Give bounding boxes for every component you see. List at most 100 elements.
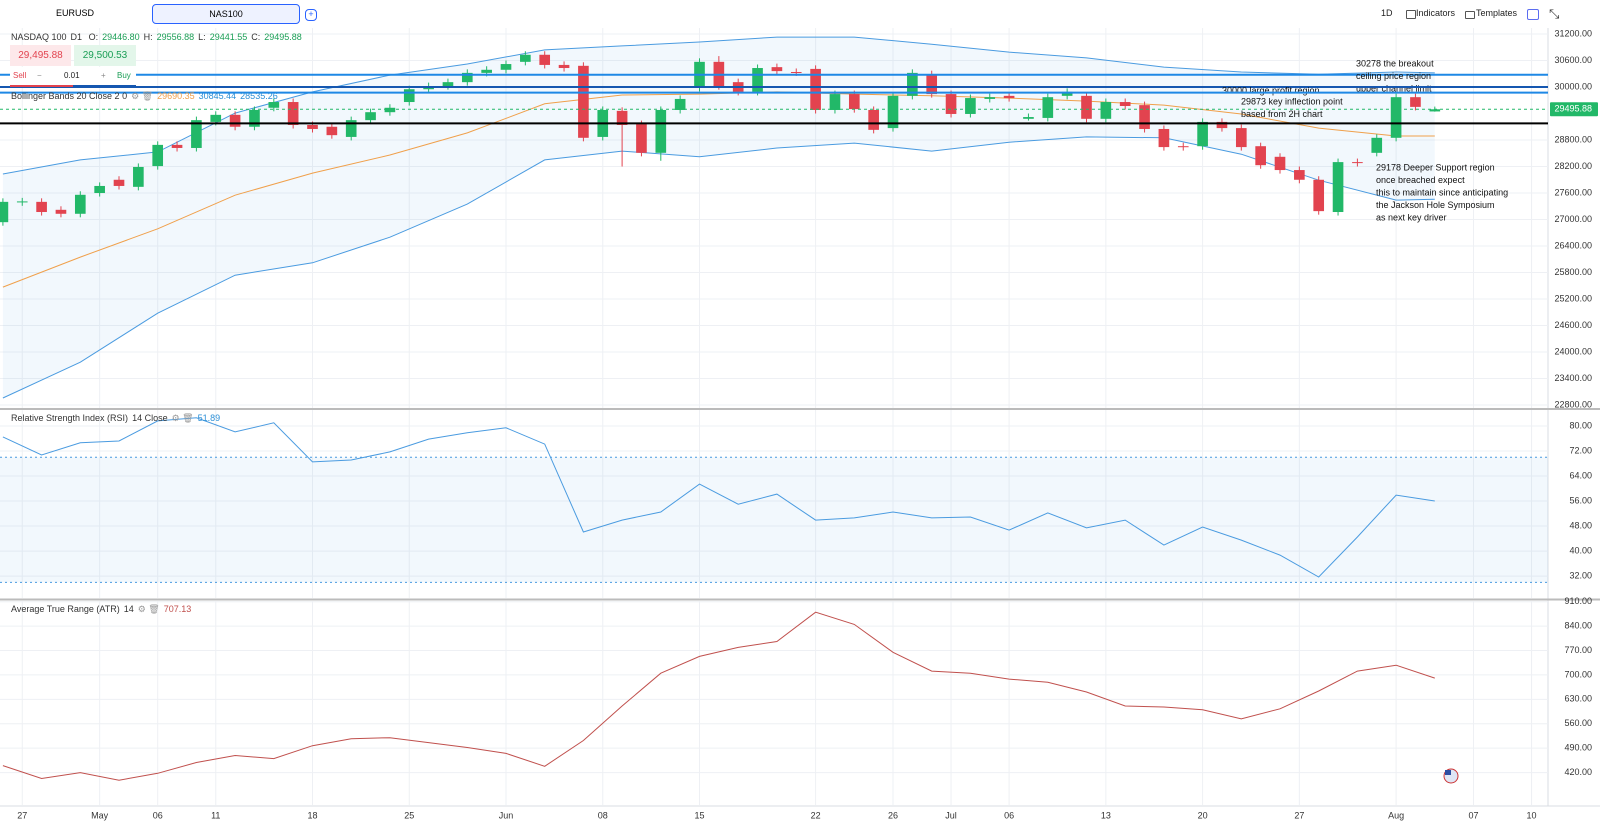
y-tick-label: 560.00 xyxy=(1564,718,1592,728)
candle-body xyxy=(965,98,976,114)
candle-body xyxy=(171,144,183,148)
candle-body xyxy=(152,144,164,167)
candle-body xyxy=(1390,97,1402,138)
quantity[interactable]: 0.01 xyxy=(64,71,80,80)
candle-body xyxy=(1371,137,1383,153)
indicator-line xyxy=(2,611,1435,781)
fullscreen-icon[interactable]: ⤡ xyxy=(1549,6,1560,21)
y-tick-label: 420.00 xyxy=(1564,767,1592,777)
y-tick-label: 48.00 xyxy=(1569,520,1592,530)
candle-body xyxy=(36,201,47,213)
bollinger-value: 28535.26 xyxy=(240,91,278,101)
y-tick-label: 30600.00 xyxy=(1554,55,1592,65)
candle-body xyxy=(326,126,338,136)
ohlc-legend: 29446.80 xyxy=(102,32,140,42)
y-tick-label: 80.00 xyxy=(1569,420,1592,430)
timeframe[interactable]: 1D xyxy=(1381,8,1393,18)
tab-nas100[interactable]: NAS100 xyxy=(152,4,300,24)
x-tick-label: 08 xyxy=(598,810,608,820)
candle-body xyxy=(345,120,357,137)
candle-body xyxy=(210,114,222,122)
sell-price[interactable]: 29,495.88 xyxy=(10,45,71,66)
indicator-line xyxy=(2,417,1435,578)
ohlc-legend: 29441.55 xyxy=(209,32,248,42)
indicators-button[interactable]: Indicators xyxy=(1416,8,1456,18)
candle-body xyxy=(384,107,396,113)
templates-icon xyxy=(1465,11,1475,19)
candle-body xyxy=(752,68,763,92)
symbol: NASDAQ 100 xyxy=(11,32,67,42)
y-tick-label: 25200.00 xyxy=(1554,293,1592,303)
x-tick-label: 18 xyxy=(307,810,317,820)
templates-button[interactable]: Templates xyxy=(1476,8,1518,18)
y-tick-label: 31200.00 xyxy=(1554,28,1592,38)
candle-body xyxy=(307,124,318,129)
x-tick-label: 27 xyxy=(1294,810,1304,820)
bollinger-fill xyxy=(2,37,1435,398)
candle-body xyxy=(1139,105,1150,129)
x-tick-label: 25 xyxy=(404,810,414,820)
candle-body xyxy=(1216,121,1228,129)
last-price-label: 29495.88 xyxy=(1554,104,1592,114)
x-tick-label: May xyxy=(91,810,109,820)
y-tick-label: 700.00 xyxy=(1564,669,1592,679)
x-tick-label: 06 xyxy=(153,810,163,820)
candle-body xyxy=(133,166,144,187)
candle-body xyxy=(1042,97,1054,118)
x-tick-label: 06 xyxy=(1004,810,1014,820)
x-tick-label: 15 xyxy=(694,810,704,820)
trade-widget: 29,495.88 29,500.53 Sell − 0.01 + Buy xyxy=(10,45,136,89)
bollinger-value: 29690.35 xyxy=(157,91,195,101)
indicator-params: 14 Close xyxy=(132,413,168,423)
sell-button[interactable]: Sell xyxy=(13,71,27,80)
y-tick-label: 27600.00 xyxy=(1554,187,1592,197)
x-tick-label: 27 xyxy=(17,810,27,820)
settings-icons[interactable]: ⚙ 🗑 xyxy=(137,604,160,614)
bollinger-value: 30845.44 xyxy=(198,91,237,101)
candle-body xyxy=(55,209,67,214)
settings-icons[interactable]: ⚙ 🗑 xyxy=(131,91,154,101)
x-tick-label: Aug xyxy=(1388,810,1404,820)
candle-body xyxy=(268,102,280,108)
indicator-name: Average True Range (ATR) xyxy=(11,604,120,614)
level-annotation: 30000 large profit region xyxy=(1222,85,1320,95)
candle-body xyxy=(829,94,841,110)
candle-body xyxy=(616,110,628,125)
bollinger-legend: Bollinger Bands 20 Close 2 0 ⚙ 🗑 29690.35 3… xyxy=(11,91,282,102)
candle-body xyxy=(1158,128,1170,148)
buy-button[interactable]: Buy xyxy=(117,71,131,80)
tab-eurusd[interactable]: EURUSD xyxy=(55,8,94,18)
candle-body xyxy=(1255,146,1266,166)
candle-body xyxy=(868,109,879,130)
candle-body xyxy=(16,201,28,203)
minus-button[interactable]: − xyxy=(37,71,42,80)
y-tick-label: 910.00 xyxy=(1564,596,1592,606)
level-annotation: this to maintain since anticipating xyxy=(1376,187,1508,197)
indicator-value: 51.89 xyxy=(197,413,221,423)
candle-body xyxy=(984,97,996,99)
settings-icons[interactable]: ⚙ 🗑 xyxy=(171,413,194,423)
x-tick-label: 26 xyxy=(888,810,898,820)
layout-icon[interactable] xyxy=(1527,9,1539,20)
plus-button[interactable]: + xyxy=(101,71,106,80)
candle-body xyxy=(558,64,570,69)
candle-body xyxy=(848,94,860,110)
last-price-box xyxy=(1550,102,1598,117)
level-annotation: 30278 the breakout xyxy=(1356,58,1434,68)
candle-body xyxy=(500,64,512,70)
candle-body xyxy=(0,201,9,223)
y-tick-label: 840.00 xyxy=(1564,620,1592,630)
y-tick-label: 30000.00 xyxy=(1554,81,1592,91)
buy-price[interactable]: 29,500.53 xyxy=(74,45,136,66)
candle-body xyxy=(1235,128,1247,148)
candle-body xyxy=(403,89,415,103)
candle-body xyxy=(1081,95,1092,119)
ohlc-legend: O: xyxy=(88,32,99,42)
y-tick-label: 630.00 xyxy=(1564,694,1592,704)
add-tab[interactable]: + xyxy=(305,9,317,21)
y-tick-label: 770.00 xyxy=(1564,645,1592,655)
candle-body xyxy=(229,114,241,127)
candle-body xyxy=(674,98,686,110)
